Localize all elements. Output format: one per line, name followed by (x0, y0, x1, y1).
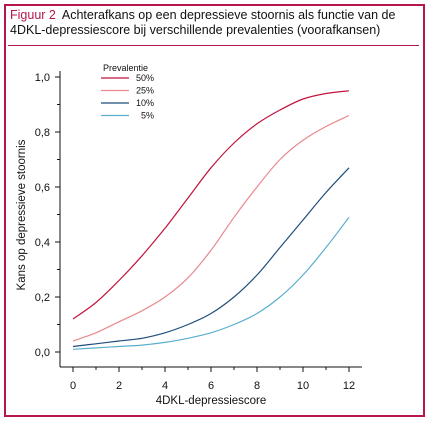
legend-label-3: 5% (141, 111, 154, 121)
figure-caption: Figuur 2 Achterafkans op een depressieve … (10, 8, 415, 38)
x-tick-label: 2 (116, 380, 122, 392)
series-line-2 (72, 167, 350, 348)
x-tick-label: 4 (162, 380, 168, 392)
figure-label: Figuur 2 (10, 8, 56, 22)
figure-frame (4, 4, 425, 417)
y-tick-label: 1,0 (35, 72, 50, 84)
series-line-0 (72, 90, 350, 320)
figure-caption-text: Achterafkans op een depressieve stoornis… (10, 8, 396, 37)
y-axis-label: Kans op depressieve stoornis (16, 139, 28, 290)
x-tick-label: 10 (297, 380, 309, 392)
y-tick-label: 0,6 (35, 182, 50, 194)
caption-rule (8, 45, 419, 46)
ticks: 0,0 0,2 0,4 0,6 0,8 1,0 0 2 4 6 8 10 12 (35, 72, 355, 392)
legend-label-1: 25% (136, 86, 154, 96)
series-line-3 (72, 216, 350, 350)
series-line-1 (72, 114, 350, 342)
y-tick-label: 0,0 (35, 347, 50, 359)
y-tick-label: 0,4 (35, 237, 50, 249)
x-tick-label: 0 (70, 380, 76, 392)
legend-label-2: 10% (136, 98, 154, 108)
y-tick-label: 0,2 (35, 292, 50, 304)
x-axis-label: 4DKL-depressiescore (156, 395, 267, 407)
y-tick-label: 0,8 (35, 127, 50, 139)
x-tick-label: 8 (254, 380, 260, 392)
x-tick-label: 6 (208, 380, 214, 392)
series-lines (72, 90, 350, 350)
legend-title: Prevalentie (103, 63, 148, 73)
x-tick-label: 12 (343, 380, 355, 392)
legend-label-0: 50% (136, 73, 154, 83)
